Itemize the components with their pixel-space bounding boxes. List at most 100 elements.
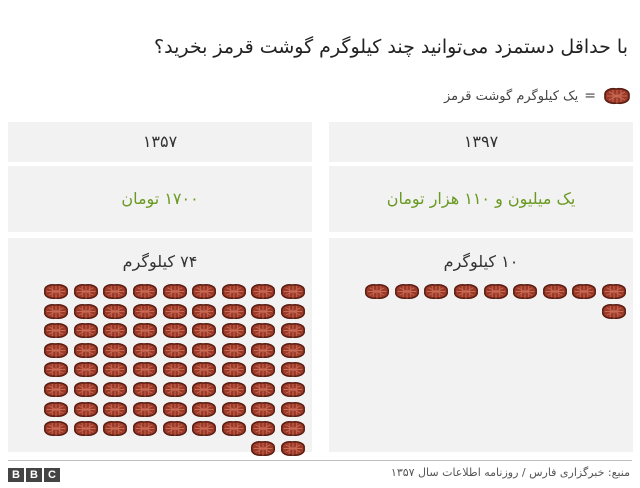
steak-icon — [70, 400, 100, 420]
steak-icon — [70, 321, 100, 341]
steak-icon — [129, 282, 159, 302]
steak-icon — [100, 302, 130, 322]
steak-icon — [70, 302, 100, 322]
steak-icon — [218, 302, 248, 322]
source-note: منبع: خبرگزاری فارس / روزنامه اطلاعات سا… — [390, 466, 630, 479]
steak-icon — [218, 321, 248, 341]
steak-icon — [598, 302, 628, 322]
footer-divider — [8, 460, 632, 461]
steak-icon — [159, 400, 189, 420]
steak-icon — [218, 380, 248, 400]
steak-icon — [159, 360, 189, 380]
steak-icon — [41, 400, 71, 420]
steak-icon — [277, 400, 307, 420]
steak-icon — [248, 341, 278, 361]
steak-icon — [70, 419, 100, 439]
steak-icon — [450, 282, 480, 302]
steak-icon — [159, 380, 189, 400]
column-1357: ۱۳۵۷ ۱۷۰۰ تومان ۷۴ کیلوگرم — [8, 122, 312, 456]
steak-icon — [421, 282, 451, 302]
steak-icon — [277, 321, 307, 341]
steak-icon — [248, 321, 278, 341]
steak-icon — [129, 419, 159, 439]
legend-equals: = — [584, 88, 596, 104]
steak-icon — [218, 419, 248, 439]
steak-icon — [277, 302, 307, 322]
steak-icon — [70, 341, 100, 361]
steak-icon — [100, 380, 130, 400]
steak-icon — [189, 400, 219, 420]
steak-icon — [248, 302, 278, 322]
steak-icon — [159, 341, 189, 361]
steak-icon — [100, 321, 130, 341]
steak-icon — [248, 380, 278, 400]
steak-icon — [41, 302, 71, 322]
kg-panel-1357: ۷۴ کیلوگرم — [8, 238, 312, 456]
steak-icon — [277, 439, 307, 459]
steak-icon — [248, 419, 278, 439]
steak-icon — [277, 282, 307, 302]
steak-icon — [248, 400, 278, 420]
bbc-logo-c: C — [44, 468, 60, 482]
steak-icon — [70, 380, 100, 400]
steak-icon — [129, 380, 159, 400]
steak-icon — [100, 400, 130, 420]
steak-icon — [129, 321, 159, 341]
kg-panel-1397: ۱۰ کیلوگرم — [329, 238, 633, 452]
steak-icon — [100, 282, 130, 302]
steak-icon — [539, 282, 569, 302]
steak-icon — [129, 302, 159, 322]
steak-grid-1397 — [334, 282, 628, 321]
steak-icon — [248, 282, 278, 302]
steak-icon — [569, 282, 599, 302]
bbc-logo-b1: B — [8, 468, 24, 482]
steak-icon — [189, 341, 219, 361]
steak-icon — [70, 282, 100, 302]
steak-icon — [129, 341, 159, 361]
steak-icon — [189, 380, 219, 400]
steak-icon — [189, 419, 219, 439]
steak-icon — [277, 380, 307, 400]
legend: = یک کیلوگرم گوشت قرمز — [444, 85, 632, 107]
steak-icon — [248, 360, 278, 380]
steak-icon — [41, 282, 71, 302]
steak-icon — [391, 282, 421, 302]
steak-icon — [159, 321, 189, 341]
steak-icon — [41, 380, 71, 400]
year-label-1357: ۱۳۵۷ — [8, 122, 312, 162]
column-1397: ۱۳۹۷ یک میلیون و ۱۱۰ هزار تومان ۱۰ کیلوگ… — [329, 122, 633, 452]
steak-icon — [129, 400, 159, 420]
steak-icon — [129, 360, 159, 380]
steak-icon — [277, 419, 307, 439]
steak-icon — [510, 282, 540, 302]
steak-icon — [41, 321, 71, 341]
steak-icon — [598, 282, 628, 302]
price-label-1397: یک میلیون و ۱۱۰ هزار تومان — [329, 166, 633, 232]
kg-label-1357: ۷۴ کیلوگرم — [122, 252, 198, 271]
steak-icon — [218, 282, 248, 302]
year-label-1397: ۱۳۹۷ — [329, 122, 633, 162]
steak-icon — [362, 282, 392, 302]
steak-icon — [159, 282, 189, 302]
steak-grid-1357 — [13, 282, 307, 458]
steak-icon — [70, 360, 100, 380]
steak-icon — [100, 341, 130, 361]
steak-icon — [218, 360, 248, 380]
steak-icon — [277, 360, 307, 380]
steak-icon — [159, 419, 189, 439]
steak-icon — [41, 419, 71, 439]
kg-label-1397: ۱۰ کیلوگرم — [443, 252, 519, 271]
steak-icon — [218, 341, 248, 361]
steak-icon — [248, 439, 278, 459]
steak-icon — [189, 302, 219, 322]
chart-title: با حداقل دستمزد می‌توانید چند کیلوگرم گو… — [154, 36, 628, 58]
steak-icon — [277, 341, 307, 361]
steak-icon — [189, 321, 219, 341]
steak-icon — [159, 302, 189, 322]
legend-label: یک کیلوگرم گوشت قرمز — [443, 88, 579, 104]
steak-icon — [41, 360, 71, 380]
bbc-logo-b2: B — [26, 468, 42, 482]
steak-icon — [189, 360, 219, 380]
steak-icon — [602, 86, 632, 106]
